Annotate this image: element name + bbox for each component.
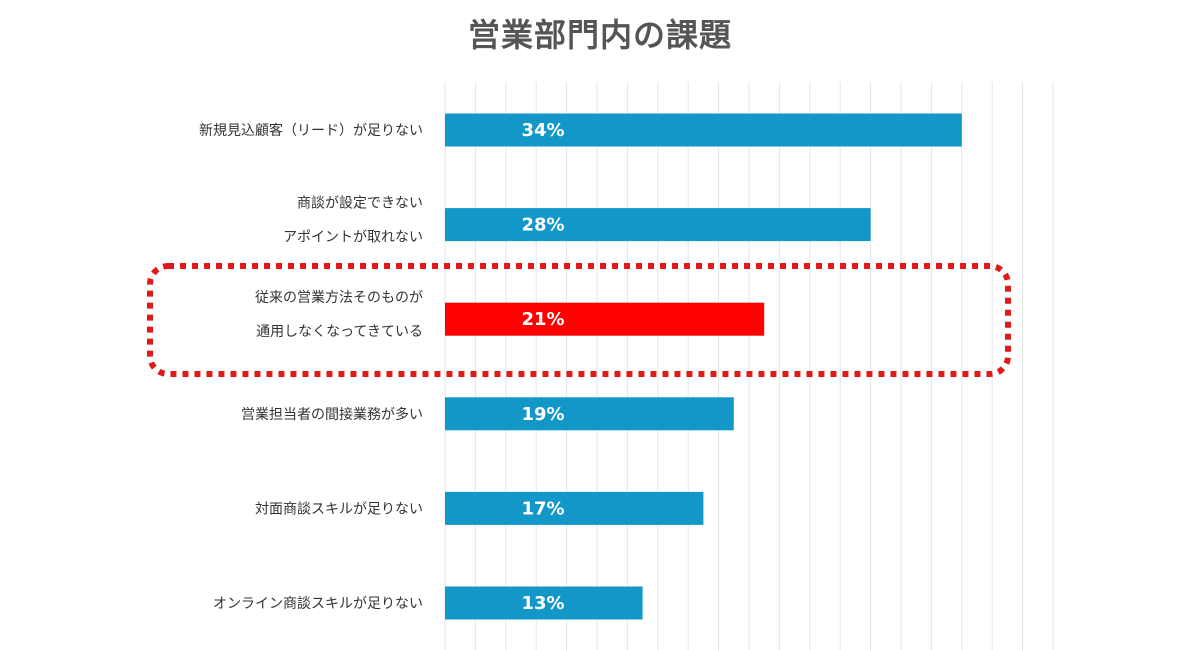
value-labels: 34% 28% 21% 19% 17% 13% xyxy=(521,120,564,614)
category-label: 通用しなくなってきている xyxy=(256,324,423,340)
bars xyxy=(445,113,962,620)
category-label: 対面商談スキルが足りない xyxy=(255,501,423,517)
bar xyxy=(445,113,962,147)
category-label: 商談が設定できない xyxy=(297,196,423,212)
category-labels: 新規見込顧客（リード）が足りない商談が設定できないアポイントが取れない従来の営業… xyxy=(199,122,423,612)
bar-value-label: 17% xyxy=(521,498,564,519)
bar-value-label: 34% xyxy=(521,120,564,141)
category-label: オンライン商談スキルが足りない xyxy=(213,596,423,612)
bar-value-label: 13% xyxy=(521,593,564,614)
category-label: 従来の営業方法そのものが xyxy=(255,290,423,306)
bar-value-label: 19% xyxy=(521,404,564,425)
chart-title: 営業部門内の課題 xyxy=(467,16,732,54)
gridlines xyxy=(444,82,1054,650)
highlight-frame xyxy=(147,263,1011,377)
bar-value-label: 21% xyxy=(521,309,564,330)
bar xyxy=(445,397,734,431)
bar xyxy=(445,302,765,336)
bar-value-label: 28% xyxy=(521,215,564,236)
category-label: アポイントが取れない xyxy=(283,230,423,246)
bar xyxy=(445,491,704,525)
category-label: 営業担当者の間接業務が多い xyxy=(241,406,423,423)
bar xyxy=(445,208,871,242)
bar xyxy=(445,586,643,620)
category-label: 新規見込顧客（リード）が足りない xyxy=(199,122,423,139)
